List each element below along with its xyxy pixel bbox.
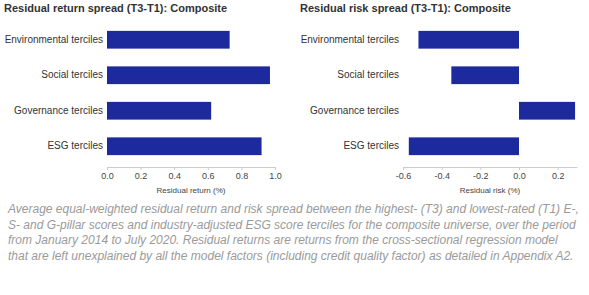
tick: 0.8 (236, 167, 249, 181)
chart-canvas: Residual return spread (T3-T1): Composit… (0, 0, 589, 200)
x-axis: 0.0 0.2 0.4 0.6 0.8 1.0 (101, 167, 282, 181)
tick-label: ESG terciles (47, 140, 103, 151)
bar (107, 137, 262, 155)
tick-label: Governance terciles (14, 105, 103, 116)
tick-label: 0.8 (236, 171, 249, 181)
tick-label: 0.0 (513, 171, 526, 181)
axis-title: Residual return (%) (157, 186, 226, 195)
tick: -0.6 (396, 167, 412, 181)
bar (107, 102, 211, 120)
y-axis: Environmental terciles Social terciles Gov… (301, 34, 399, 152)
tick-mark (107, 167, 108, 170)
tick: 1.0 (269, 167, 282, 181)
tick-label: -0.6 (396, 171, 412, 181)
chart: Residual return spread (T3-T1): Composit… (4, 2, 282, 195)
bar (107, 66, 270, 84)
bar (451, 66, 519, 84)
tick-label: Social terciles (41, 69, 103, 80)
tick: 0.2 (552, 167, 565, 181)
axis-line (404, 167, 578, 168)
tick: ESG terciles (47, 140, 103, 151)
bars (409, 31, 575, 155)
tick: Social terciles (41, 69, 103, 80)
tick: -0.4 (434, 167, 450, 181)
tick-mark (208, 167, 209, 170)
tick-label: -0.2 (473, 171, 489, 181)
tick-mark (480, 167, 481, 170)
bars (107, 31, 270, 155)
tick-mark (275, 167, 276, 170)
tick-label: 0.6 (202, 171, 215, 181)
tick: Social terciles (337, 69, 399, 80)
y-axis: Environmental terciles Social terciles Gov… (5, 34, 103, 152)
tick: 0.2 (135, 167, 148, 181)
tick: Environmental terciles (5, 34, 103, 45)
tick-mark (174, 167, 175, 170)
tick-label: Environmental terciles (301, 34, 399, 45)
bar (418, 31, 519, 49)
bar (409, 137, 519, 155)
tick-label: Environmental terciles (5, 34, 103, 45)
x-axis: -0.6 -0.4 -0.2 0.0 0.2 (396, 167, 578, 181)
tick: ESG terciles (343, 140, 399, 151)
tick-label: ESG terciles (343, 140, 399, 151)
tick: 0.0 (101, 167, 114, 181)
tick-mark (403, 167, 404, 170)
tick: Environmental terciles (301, 34, 399, 45)
tick: 0.6 (202, 167, 215, 181)
tick-mark (141, 167, 142, 170)
tick-label: Governance terciles (310, 105, 399, 116)
tick-mark (519, 167, 520, 170)
tick-label: Social terciles (337, 69, 399, 80)
tick-label: 1.0 (269, 171, 282, 181)
chart-title: Residual return spread (T3-T1): Composit… (4, 2, 227, 14)
tick: 0.0 (513, 167, 526, 181)
tick-mark (241, 167, 242, 170)
tick: Governance terciles (14, 105, 103, 116)
bar (519, 102, 575, 120)
tick: 0.4 (168, 167, 181, 181)
tick-label: -0.4 (434, 171, 450, 181)
chart-title: Residual risk spread (T3-T1): Composite (300, 2, 511, 14)
tick-mark (442, 167, 443, 170)
tick-mark (558, 167, 559, 170)
axis-line (108, 167, 276, 168)
tick: Governance terciles (310, 105, 399, 116)
tick-label: 0.2 (135, 171, 148, 181)
tick: -0.2 (473, 167, 489, 181)
bar (107, 31, 230, 49)
caption: Average equal-weighted residual return a… (8, 202, 580, 264)
tick-label: 0.0 (101, 171, 114, 181)
tick-label: 0.2 (552, 171, 565, 181)
tick-label: 0.4 (168, 171, 181, 181)
chart: Residual risk spread (T3-T1): Composite -… (300, 2, 578, 195)
axis-title: Residual risk (%) (460, 186, 521, 195)
